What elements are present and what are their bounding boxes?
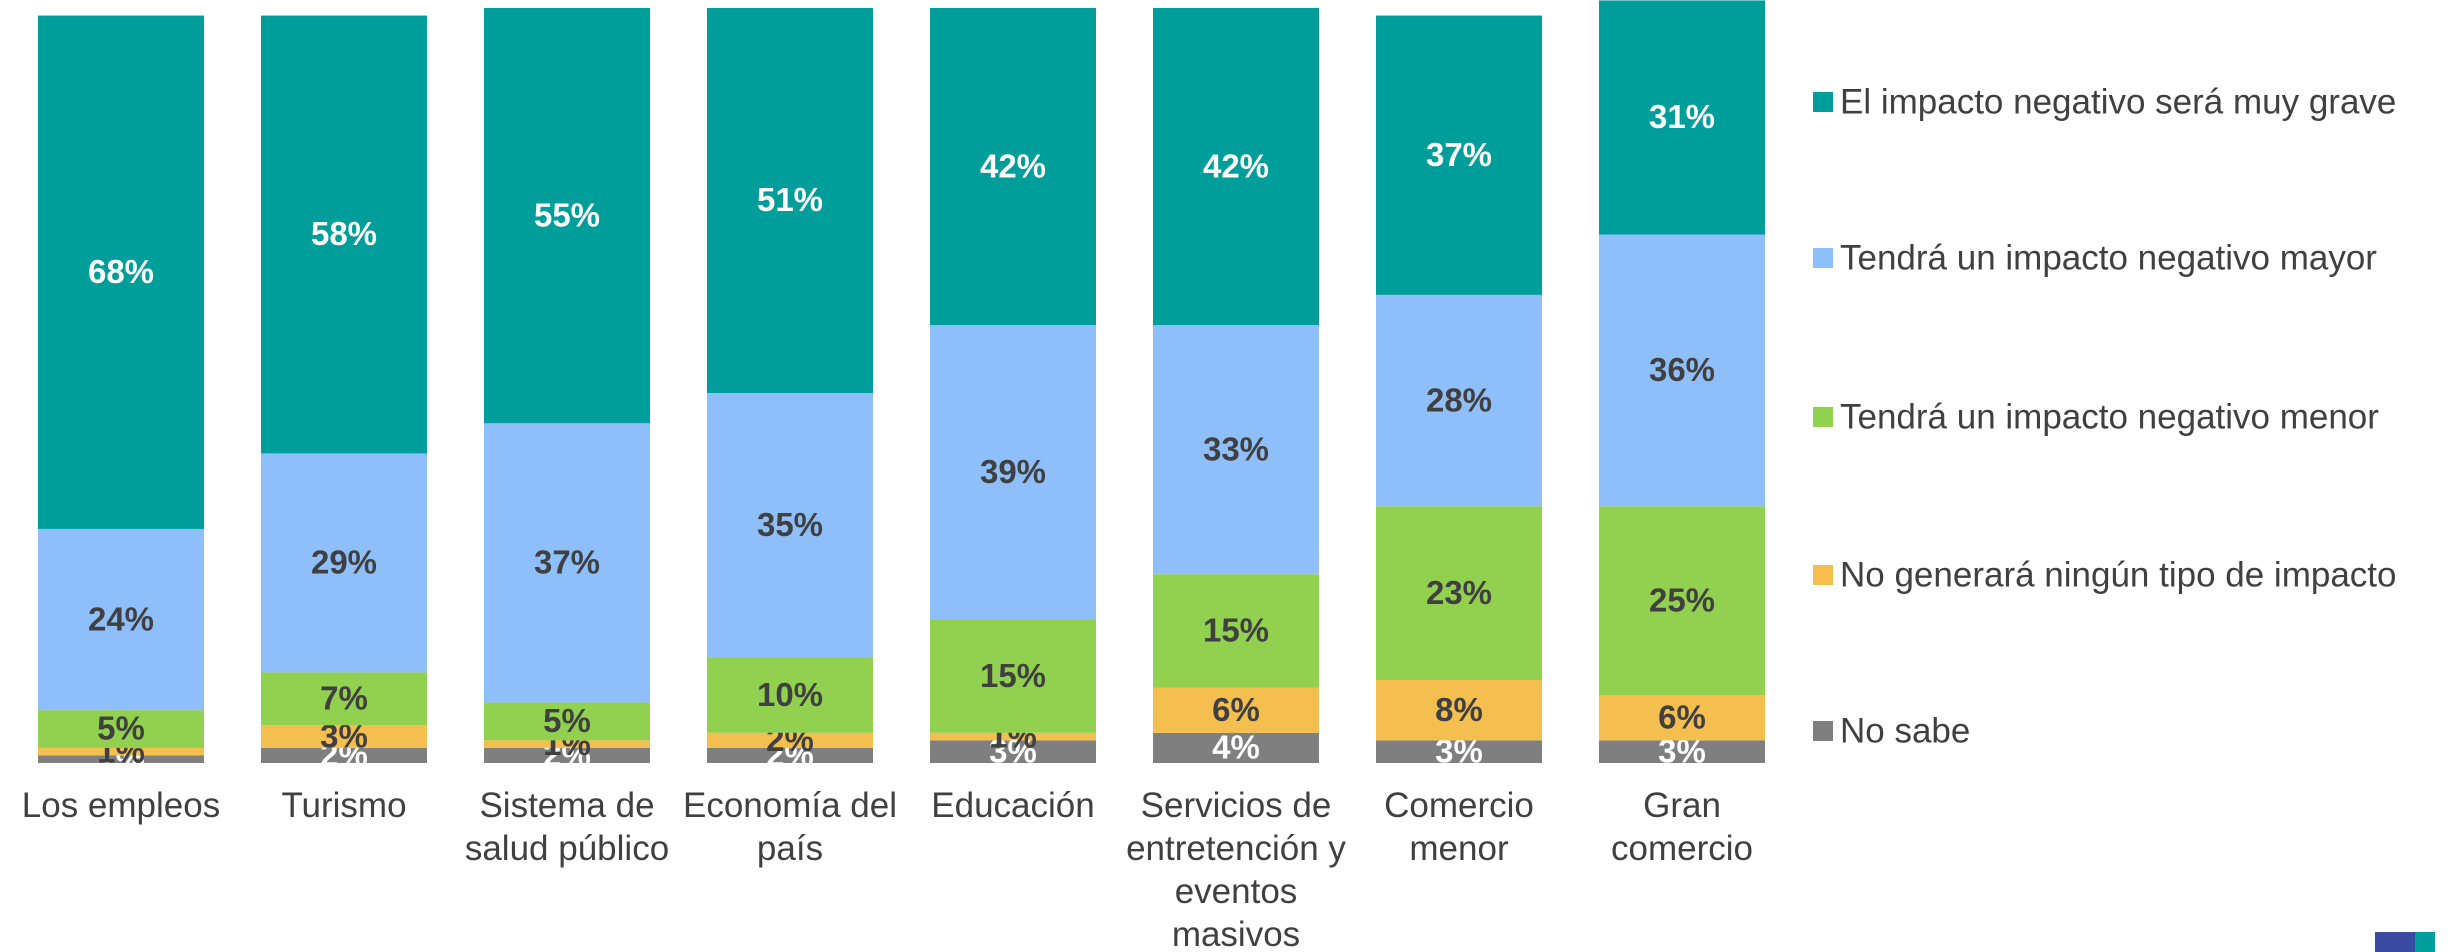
legend-label: No generará ningún tipo de impacto [1840, 555, 2396, 594]
data-label: 36% [1649, 351, 1715, 388]
bar-segment [38, 755, 204, 763]
data-label: 4% [1212, 729, 1260, 766]
data-label: 8% [1435, 691, 1483, 728]
bar-segment [1153, 732, 1319, 763]
bar-segment [707, 8, 873, 394]
bar-segment [38, 710, 204, 748]
bar-segment [261, 15, 427, 454]
bar-segment [261, 672, 427, 726]
legend-swatch [1813, 721, 1833, 741]
data-label: 39% [980, 453, 1046, 490]
bar-segment [1153, 574, 1319, 688]
data-label: 28% [1426, 381, 1492, 418]
bar-segment [484, 8, 650, 424]
bar-segment [707, 657, 873, 733]
legend-label: Tendrá un impacto negativo menor [1840, 397, 2379, 436]
bar-segment [261, 747, 427, 763]
bar-segment [1153, 325, 1319, 575]
bar-segment [707, 747, 873, 763]
bar-segment [1376, 15, 1542, 295]
bar-segment [1599, 740, 1765, 763]
bar-segment [1376, 740, 1542, 763]
x-tick-label: Los empleos [22, 786, 220, 825]
data-label: 6% [1212, 691, 1260, 728]
data-label: 37% [1426, 136, 1492, 173]
bar-segment [1599, 234, 1765, 507]
bar-segment [1153, 8, 1319, 326]
data-label: 42% [980, 147, 1046, 184]
data-label: 25% [1649, 581, 1715, 618]
bar-segment [1376, 506, 1542, 680]
bar-segment [1376, 294, 1542, 507]
logo-accent [2415, 932, 2435, 952]
data-label: 6% [1658, 698, 1706, 735]
bar-segment [484, 702, 650, 741]
data-label: 51% [757, 181, 823, 218]
x-tick-label: Sistema de salud público [465, 786, 669, 868]
data-label: 15% [980, 657, 1046, 694]
legend-label: El impacto negativo será muy grave [1840, 82, 2396, 121]
bar-segment [1376, 679, 1542, 741]
bar-segment [930, 740, 1096, 763]
data-label: 29% [311, 544, 377, 581]
data-label: 37% [534, 544, 600, 581]
bar-segment [484, 423, 650, 703]
x-tick-label: Educación [931, 786, 1094, 825]
x-tick-label: Servicios de entretención y eventos masivos [1126, 786, 1346, 952]
data-label: 31% [1649, 98, 1715, 135]
data-label: 33% [1203, 430, 1269, 467]
data-label: 55% [534, 196, 600, 233]
legend-label: Tendrá un impacto negativo mayor [1840, 238, 2377, 277]
bar-segment [38, 528, 204, 711]
legend-label: No sabe [1840, 711, 1970, 750]
legend-swatch [1813, 565, 1833, 585]
data-label: 68% [88, 253, 154, 290]
bar-segment [1599, 506, 1765, 696]
bar-segment [484, 747, 650, 763]
legend-swatch [1813, 407, 1833, 427]
bar-segment [1599, 695, 1765, 741]
data-label: 5% [543, 702, 591, 739]
x-tick-label: Economía del país [683, 786, 897, 868]
data-label: 23% [1426, 574, 1492, 611]
bar-segment [484, 740, 650, 748]
x-tick-label: Comercio menor [1384, 786, 1534, 868]
data-label: 5% [97, 710, 145, 747]
legend-swatch [1813, 248, 1833, 268]
data-label: 15% [1203, 612, 1269, 649]
data-label: 24% [88, 600, 154, 637]
bar-segment [261, 453, 427, 673]
legend-swatch [1813, 92, 1833, 112]
bar-segment [930, 8, 1096, 326]
data-label: 35% [757, 506, 823, 543]
bar-segment [930, 325, 1096, 620]
bar-segment [930, 732, 1096, 741]
bar-segment [707, 393, 873, 658]
bar-segment [38, 15, 204, 529]
data-label: 58% [311, 215, 377, 252]
x-tick-label: Turismo [281, 786, 406, 825]
data-label: 10% [757, 676, 823, 713]
bar-segment [1599, 0, 1765, 235]
bar-segment [1153, 687, 1319, 733]
bar-segment [38, 747, 204, 756]
bar-segment [707, 732, 873, 748]
bar-segment [930, 619, 1096, 733]
x-tick-label: Gran comercio [1611, 786, 1753, 868]
data-label: 7% [320, 680, 368, 717]
data-label: 42% [1203, 147, 1269, 184]
bar-segment [261, 725, 427, 748]
